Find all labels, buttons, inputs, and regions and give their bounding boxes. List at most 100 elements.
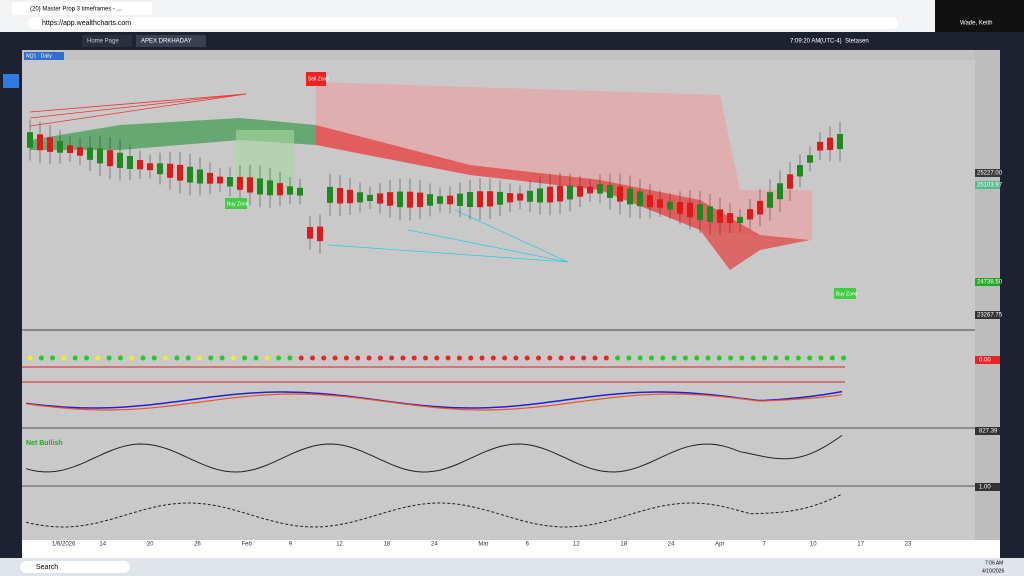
candle xyxy=(527,190,533,202)
candle xyxy=(377,193,383,204)
candle xyxy=(757,200,763,215)
search-box[interactable] xyxy=(20,561,130,573)
add-button[interactable] xyxy=(3,74,19,88)
tab-apex[interactable] xyxy=(136,35,206,47)
candle xyxy=(387,192,393,206)
candle xyxy=(617,186,623,202)
dot xyxy=(581,355,587,361)
date-label: 18 xyxy=(620,542,627,548)
tab-home[interactable] xyxy=(82,35,132,47)
buy-label: Buy Zone xyxy=(836,291,858,297)
candles xyxy=(27,119,843,254)
candle xyxy=(687,202,693,218)
panel-tag xyxy=(975,356,1000,364)
candle xyxy=(67,145,73,154)
candle xyxy=(647,195,653,208)
candle xyxy=(237,176,243,190)
search: Search xyxy=(36,564,58,571)
dot xyxy=(95,355,101,361)
dot xyxy=(490,355,496,361)
chart-header xyxy=(22,50,975,60)
candle xyxy=(427,194,433,206)
trend-lines xyxy=(29,93,247,127)
dot xyxy=(197,355,202,361)
buy-marker xyxy=(225,198,247,209)
candle xyxy=(137,159,143,170)
price-tag xyxy=(975,311,1000,319)
dot xyxy=(795,355,801,361)
candle xyxy=(157,163,163,175)
candle xyxy=(747,209,753,220)
candle xyxy=(167,163,173,178)
panel-tag xyxy=(975,483,1000,491)
candle xyxy=(797,165,803,177)
date-label: 18 xyxy=(384,542,391,548)
candle xyxy=(587,186,593,194)
candle xyxy=(37,134,43,151)
date-label: 12 xyxy=(336,542,343,548)
red-band xyxy=(316,125,810,270)
dot xyxy=(61,355,67,361)
dot xyxy=(807,355,813,361)
candle xyxy=(207,172,213,184)
date-label: 10 xyxy=(810,542,817,548)
url-bar[interactable] xyxy=(28,17,898,29)
dot xyxy=(468,355,474,361)
indicator-dashed xyxy=(25,493,843,528)
candle xyxy=(737,216,743,224)
candle xyxy=(47,137,53,152)
candle xyxy=(777,183,783,200)
dot xyxy=(784,355,790,361)
candle xyxy=(837,134,843,150)
candle xyxy=(227,177,233,187)
candle xyxy=(607,184,613,198)
dot xyxy=(106,355,112,361)
candle xyxy=(667,201,673,210)
price-tag xyxy=(975,181,1000,189)
dot xyxy=(230,355,236,361)
candle xyxy=(507,193,513,203)
dot xyxy=(253,355,259,361)
dot xyxy=(637,355,643,361)
url: https://app.wealthcharts.com xyxy=(42,20,131,27)
dot xyxy=(592,355,598,361)
candle xyxy=(57,141,63,153)
date-label: 6 xyxy=(526,542,530,548)
price-label: 24738.50 xyxy=(977,280,1003,286)
dot xyxy=(547,355,553,361)
candle xyxy=(87,147,93,160)
candle xyxy=(467,192,473,208)
candle xyxy=(637,191,643,207)
panel-label: 0.00 xyxy=(979,358,991,364)
dot xyxy=(434,355,440,361)
dot xyxy=(660,355,666,361)
app-toolbar xyxy=(0,32,1024,50)
dot xyxy=(762,355,767,361)
candle xyxy=(487,191,493,207)
date-label: 12 xyxy=(573,542,580,548)
candle xyxy=(327,186,333,203)
dot xyxy=(513,355,519,361)
timezone: (UTC-4) xyxy=(820,39,842,45)
dot xyxy=(343,355,349,361)
candle xyxy=(347,189,353,204)
tab-label: Home Page xyxy=(87,39,119,45)
zoom-name: Wade, Keith xyxy=(960,21,992,27)
candle xyxy=(217,176,223,184)
dot xyxy=(456,355,462,361)
date-label: 7 xyxy=(763,542,767,548)
taskbar xyxy=(0,558,1024,576)
dot xyxy=(671,355,677,361)
candle xyxy=(187,166,193,183)
symbol-box xyxy=(24,52,64,60)
tab[interactable] xyxy=(12,2,152,15)
dot xyxy=(242,355,248,361)
price-label: 25103.97 xyxy=(977,183,1003,189)
dot xyxy=(750,355,756,361)
dot xyxy=(377,355,383,361)
dot xyxy=(411,355,417,361)
dot xyxy=(27,355,33,361)
candle xyxy=(27,132,33,148)
date-label: 24 xyxy=(668,542,675,548)
